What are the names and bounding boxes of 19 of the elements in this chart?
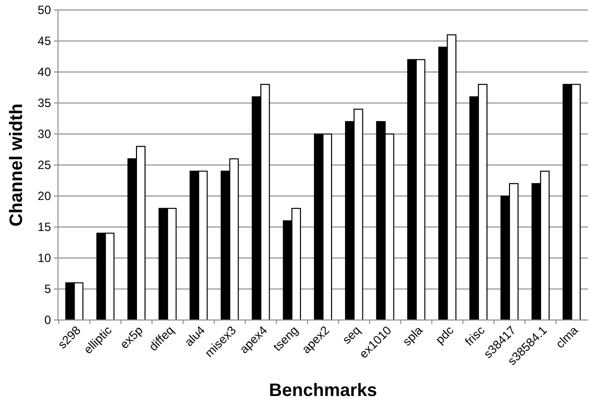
x-tick-label: seq — [340, 323, 364, 347]
y-tick-label: 25 — [38, 158, 52, 172]
y-tick-label: 15 — [38, 220, 52, 234]
y-tick-label: 5 — [44, 282, 52, 296]
y-axis-title: Channel width — [6, 104, 26, 226]
y-tick-label: 40 — [38, 65, 52, 80]
y-tick-label: 50 — [38, 3, 52, 18]
y-tick-label: 20 — [38, 189, 52, 204]
y-tick-label: 45 — [38, 34, 52, 48]
y-tick-label: 35 — [38, 96, 52, 110]
x-tick-label: pdc — [432, 323, 456, 347]
y-tick-label: 10 — [38, 251, 52, 266]
y-tick-label: 0 — [44, 313, 52, 328]
x-tick-label: alu4 — [182, 322, 208, 350]
x-tick-label: clma — [552, 322, 581, 352]
x-tick-label: frisc — [462, 323, 488, 349]
y-tick-label: 30 — [38, 127, 52, 142]
x-tick-label: spla — [400, 322, 426, 349]
x-axis-title: Benchmarks — [268, 380, 378, 400]
